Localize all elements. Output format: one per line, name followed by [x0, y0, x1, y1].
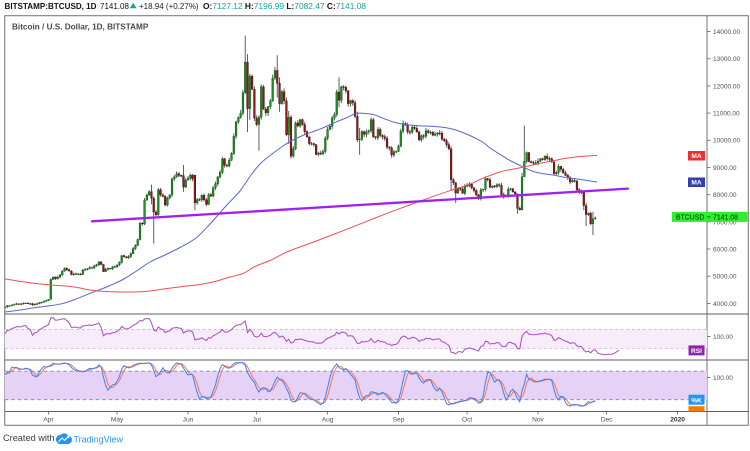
svg-text:5000.00: 5000.00: [713, 274, 737, 281]
svg-text:100.00: 100.00: [713, 334, 733, 341]
svg-text:12000.00: 12000.00: [713, 83, 740, 90]
svg-text:Nov: Nov: [532, 416, 544, 423]
svg-text:10000.00: 10000.00: [713, 138, 740, 145]
svg-text:Aug: Aug: [322, 416, 334, 423]
svg-text:May: May: [111, 416, 124, 423]
svg-text:9000.00: 9000.00: [713, 165, 737, 172]
svg-text:Jun: Jun: [183, 416, 194, 423]
svg-text:7141.08: 7141.08: [713, 214, 738, 221]
svg-text:BITSTAMP:BTCUSD, 1D: BITSTAMP:BTCUSD, 1D: [5, 2, 97, 11]
svg-text:+18.94 (+0.27%): +18.94 (+0.27%): [139, 2, 199, 11]
svg-text:MA: MA: [691, 153, 701, 160]
svg-text:Bitcoin / U.S. Dollar, 1D, BIT: Bitcoin / U.S. Dollar, 1D, BITSTAMP: [12, 22, 149, 31]
svg-text:7141.08: 7141.08: [100, 2, 129, 11]
svg-text:4000.00: 4000.00: [713, 301, 737, 308]
svg-text:MA: MA: [691, 180, 701, 187]
svg-text:Jul: Jul: [252, 416, 261, 423]
svg-text:7000.00: 7000.00: [713, 219, 737, 226]
svg-text:Created with: Created with: [3, 433, 55, 443]
svg-text:100.00: 100.00: [713, 375, 733, 382]
svg-text:%K: %K: [691, 397, 702, 404]
svg-text:2020: 2020: [670, 416, 685, 423]
svg-text:RSI: RSI: [691, 348, 702, 355]
svg-text:TradingView: TradingView: [74, 434, 124, 444]
svg-text:Oct: Oct: [462, 416, 472, 423]
svg-text:11000.00: 11000.00: [713, 111, 740, 118]
svg-text:O:7127.12 H:7196.99 L:7082.47: O:7127.12 H:7196.99 L:7082.47 C:7141.08: [203, 1, 366, 11]
svg-text:8000.00: 8000.00: [713, 192, 737, 199]
svg-text:14000.00: 14000.00: [713, 29, 740, 36]
svg-text:Apr: Apr: [43, 416, 54, 423]
svg-text:Dec: Dec: [601, 416, 613, 423]
svg-text:BTCUSD: BTCUSD: [676, 214, 704, 221]
svg-text:6000.00: 6000.00: [713, 246, 737, 253]
svg-text:Sep: Sep: [393, 416, 405, 423]
svg-text:13000.00: 13000.00: [713, 56, 740, 63]
